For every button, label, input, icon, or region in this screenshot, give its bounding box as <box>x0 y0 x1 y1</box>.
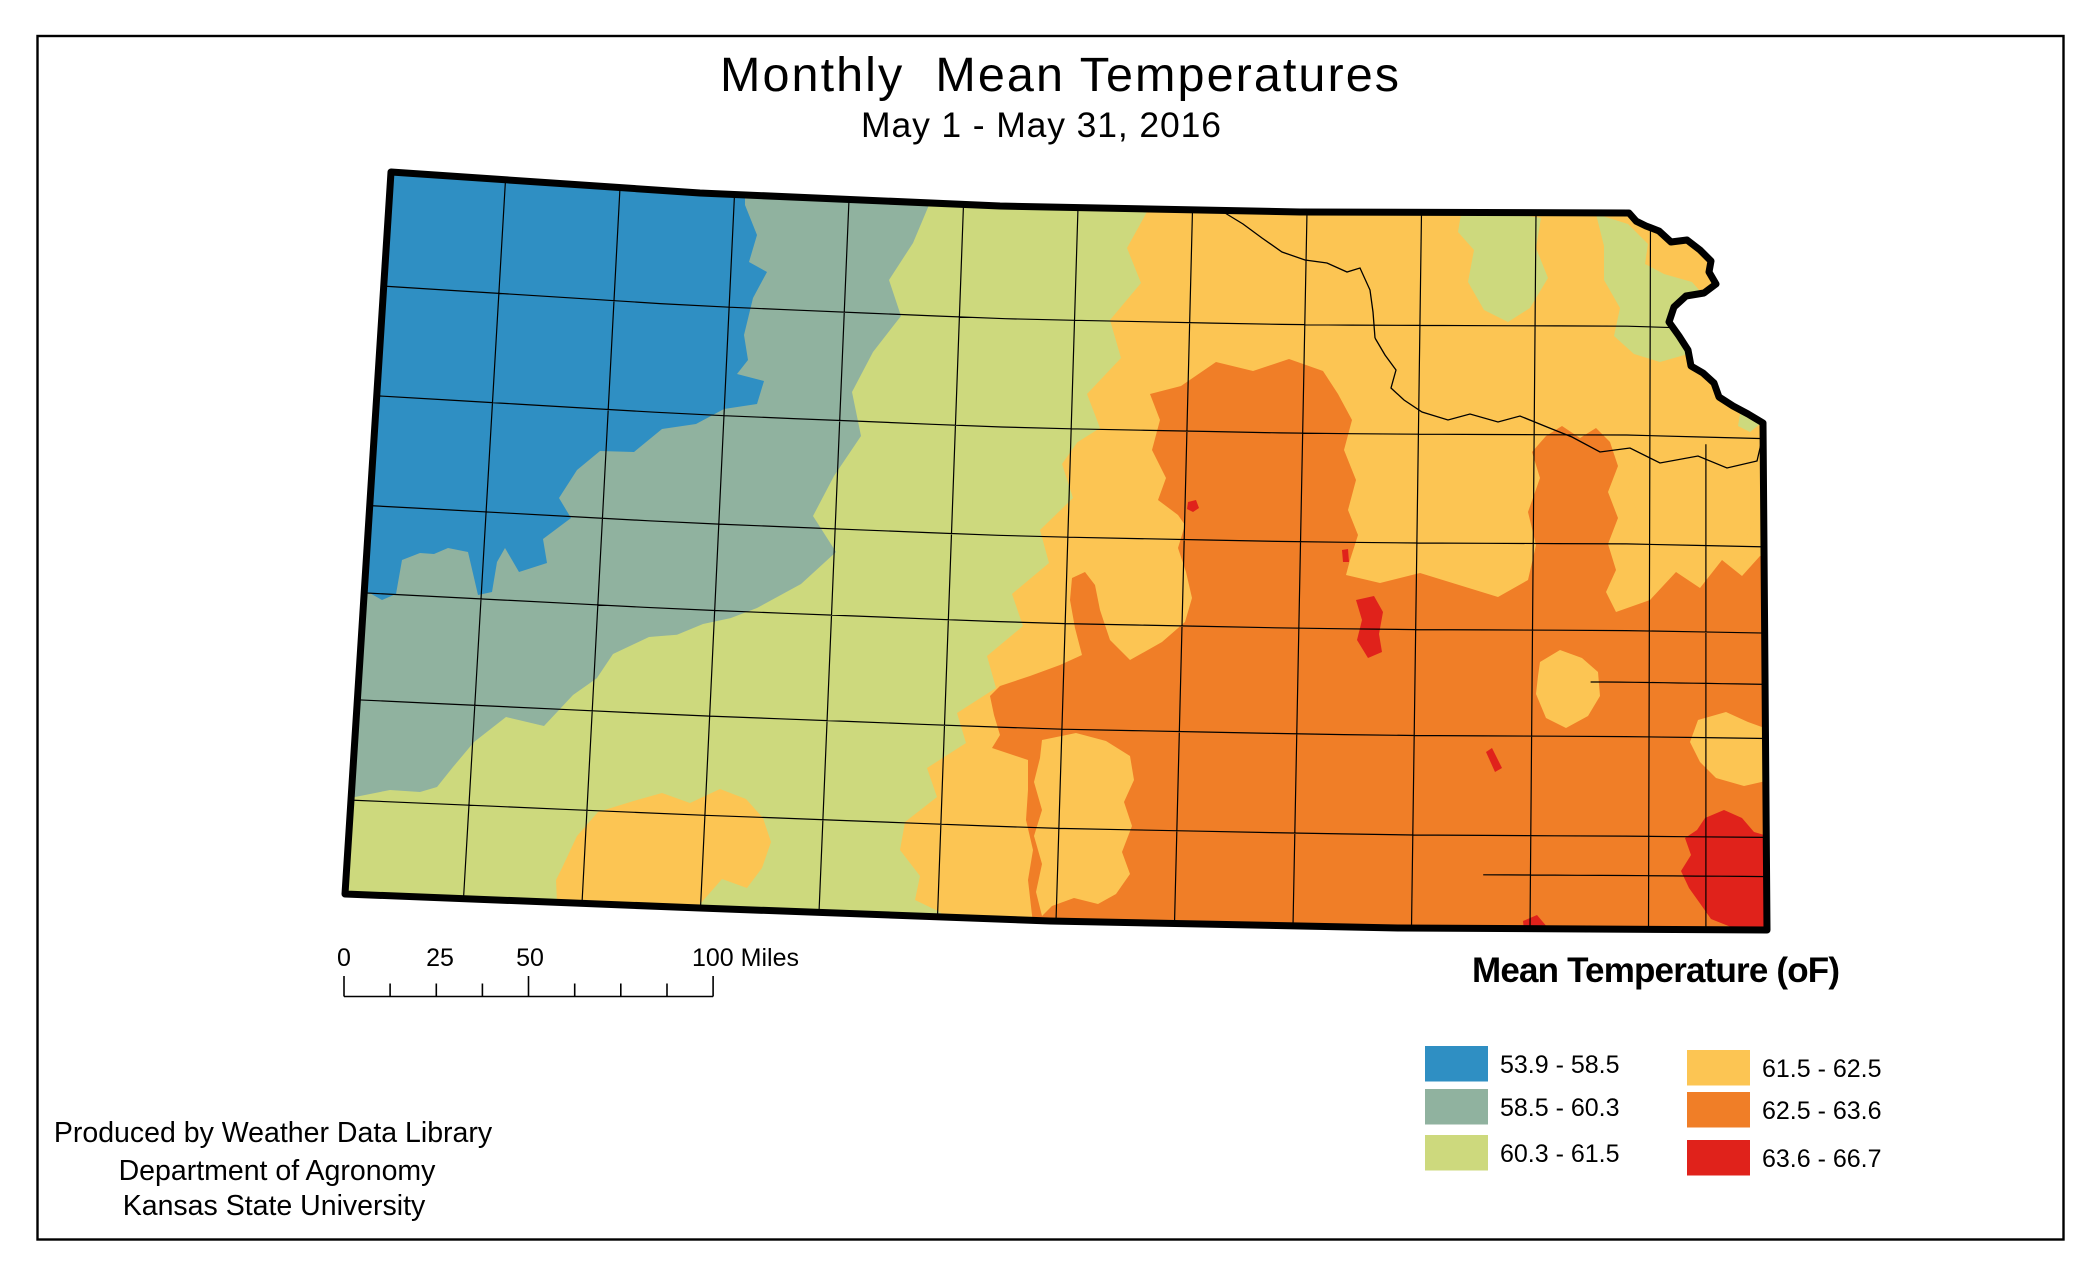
svg-text:Monthly Mean Temperatures: Monthly Mean Temperatures <box>720 48 1399 102</box>
svg-text:58.5 - 60.3: 58.5 - 60.3 <box>1500 1094 1620 1122</box>
svg-text:100 Miles: 100 Miles <box>692 944 799 972</box>
svg-text:62.5 - 63.6: 62.5 - 63.6 <box>1762 1097 1882 1125</box>
svg-text:0: 0 <box>337 944 351 972</box>
svg-text:May 1 - May 31, 2016: May 1 - May 31, 2016 <box>861 105 1221 145</box>
svg-text:Mean Temperature (oF): Mean Temperature (oF) <box>1472 951 1840 990</box>
svg-text:60.3 - 61.5: 60.3 - 61.5 <box>1500 1140 1620 1168</box>
svg-text:Department of Agronomy: Department of Agronomy <box>119 1155 437 1187</box>
svg-text:61.5 - 62.5: 61.5 - 62.5 <box>1762 1055 1882 1083</box>
svg-text:53.9 - 58.5: 53.9 - 58.5 <box>1500 1051 1620 1079</box>
svg-text:25: 25 <box>426 944 454 972</box>
svg-text:Kansas State University: Kansas State University <box>123 1190 426 1222</box>
svg-text:Produced by Weather Data Libra: Produced by Weather Data Library <box>54 1117 493 1149</box>
svg-text:63.6 - 66.7: 63.6 - 66.7 <box>1762 1145 1882 1173</box>
svg-text:50: 50 <box>516 944 544 972</box>
